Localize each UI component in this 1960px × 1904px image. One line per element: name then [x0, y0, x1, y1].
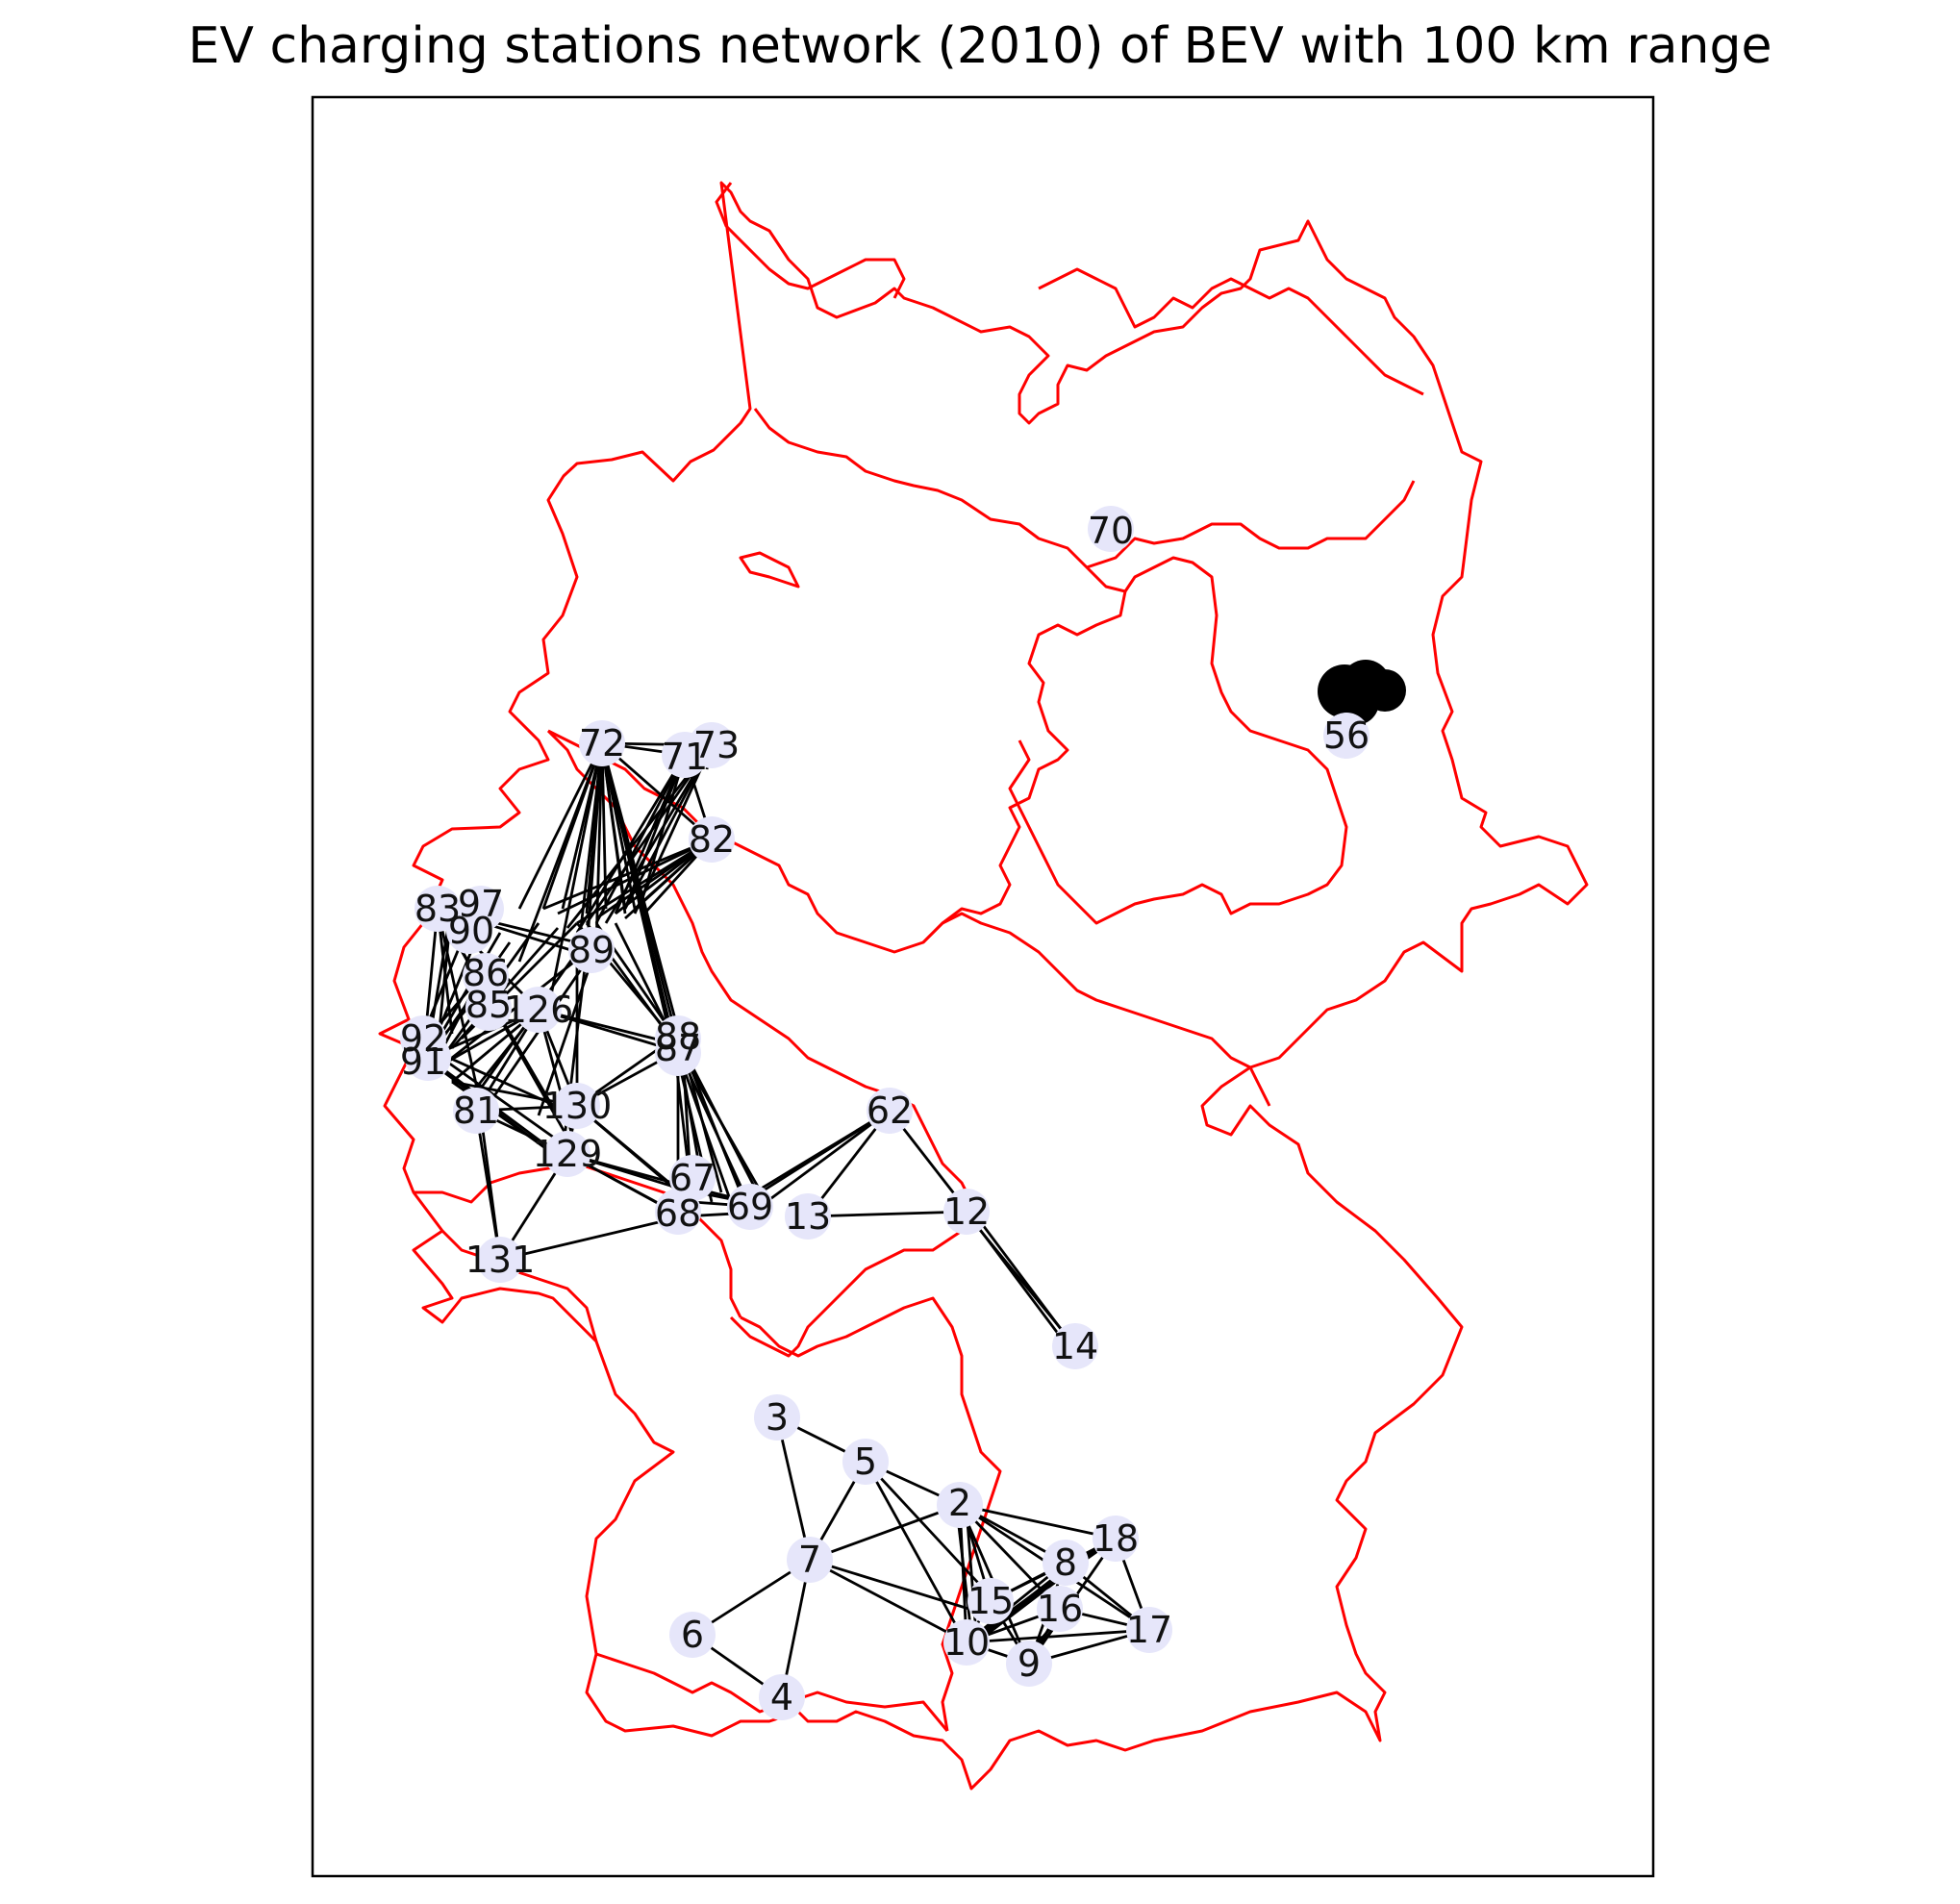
node-label-89: 89 [568, 929, 615, 971]
node-label-62: 62 [867, 1090, 913, 1132]
node-label-88: 88 [655, 1015, 701, 1058]
node-label-90: 90 [448, 910, 494, 952]
state-borders [378, 181, 1589, 1791]
node-label-126: 126 [504, 989, 574, 1031]
hesse-border [546, 729, 973, 1358]
network-nodes [400, 506, 1369, 1720]
mv-coast-islands [715, 182, 1424, 396]
node-label-73: 73 [693, 724, 740, 766]
rhineland-border [414, 1162, 742, 1318]
node-label-4: 4 [770, 1676, 793, 1718]
node-label-130: 130 [542, 1085, 613, 1127]
node-label-2: 2 [948, 1482, 971, 1524]
plot-frame [311, 95, 1655, 1878]
node-label-85: 85 [465, 984, 512, 1026]
berlin-brandenburg-border [1086, 480, 1416, 569]
node-label-70: 70 [1088, 510, 1134, 552]
node-labels: 70 56 72 71 73 82 83 97 90 89 86 85 126 … [400, 510, 1369, 1718]
node-label-83: 83 [415, 888, 461, 930]
node-label-10: 10 [943, 1621, 990, 1664]
node-label-3: 3 [766, 1396, 789, 1439]
thuringia-border [921, 912, 1271, 1107]
node-label-14: 14 [1052, 1325, 1098, 1367]
node-label-131: 131 [465, 1239, 536, 1281]
node-label-9: 9 [1018, 1642, 1041, 1685]
saarland-border [440, 1229, 598, 1342]
node-label-15: 15 [967, 1580, 1014, 1622]
node-label-67: 67 [669, 1157, 716, 1199]
country-outline [378, 181, 1589, 1791]
bremen-hamburg [739, 551, 800, 589]
node-label-12: 12 [943, 1190, 990, 1233]
node-label-6: 6 [681, 1614, 704, 1656]
node-label-68: 68 [655, 1192, 701, 1235]
node-label-87: 87 [655, 1027, 701, 1069]
node-label-69: 69 [727, 1186, 773, 1228]
node-label-97: 97 [458, 883, 504, 925]
node-label-8: 8 [1054, 1541, 1077, 1584]
node-label-13: 13 [785, 1195, 831, 1238]
node-label-17: 17 [1126, 1609, 1172, 1651]
node-label-81: 81 [453, 1090, 499, 1132]
node-label-5: 5 [854, 1441, 877, 1483]
node-label-82: 82 [689, 818, 735, 861]
node-label-92: 92 [400, 1017, 446, 1060]
node-label-7: 7 [798, 1539, 821, 1581]
chart-title: EV charging stations network (2010) of B… [188, 17, 1772, 75]
node-label-91: 91 [400, 1040, 446, 1083]
node-label-86: 86 [463, 952, 509, 994]
node-label-16: 16 [1037, 1588, 1083, 1630]
bw-south-border [595, 1652, 949, 1732]
network-edges [412, 741, 1151, 1699]
node-label-56: 56 [1323, 714, 1369, 757]
node-label-71: 71 [662, 736, 708, 778]
node-label-72: 72 [579, 722, 625, 764]
saxony-anhalt-border [1008, 556, 1348, 925]
node-label-129: 129 [533, 1133, 603, 1175]
node-label-18: 18 [1093, 1517, 1139, 1560]
